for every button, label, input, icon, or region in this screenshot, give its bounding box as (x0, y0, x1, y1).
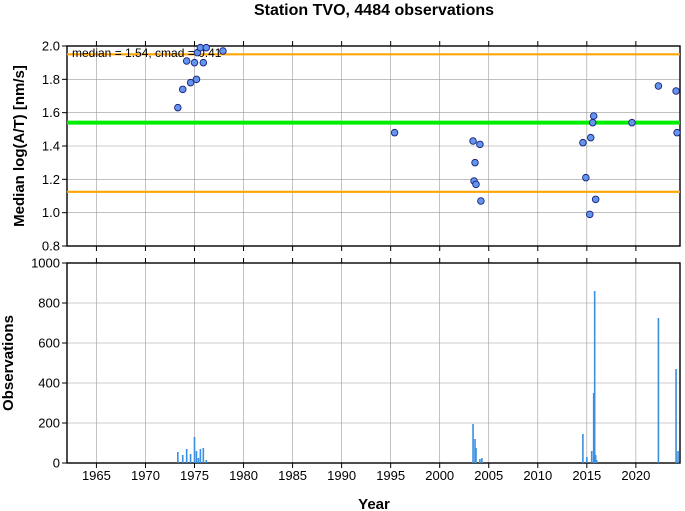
data-point (628, 118, 636, 127)
bottom-plot-frame (66, 262, 681, 464)
x-axis-label: Year (358, 496, 390, 511)
top-y-tick-label: 2.0 (42, 39, 60, 54)
data-point (476, 140, 484, 149)
data-point (174, 103, 182, 112)
data-point (582, 173, 590, 182)
observation-bar (181, 455, 184, 463)
x-tick-label: 1985 (278, 468, 307, 483)
top-y-tick-label: 1.6 (42, 105, 60, 120)
observation-bar (474, 439, 476, 463)
x-tick-label: 2015 (572, 468, 601, 483)
data-point (654, 82, 663, 90)
data-point (182, 57, 191, 65)
data-point (589, 112, 598, 120)
x-tick-label: 2000 (425, 468, 454, 483)
bottom-y-tick-label: 1000 (31, 256, 60, 271)
data-point (477, 197, 485, 205)
data-point (190, 58, 199, 67)
observation-bar (193, 437, 196, 463)
data-point (579, 138, 587, 147)
data-point (178, 85, 187, 94)
data-point (469, 137, 477, 145)
observation-bar (472, 424, 474, 463)
data-point (202, 43, 211, 52)
stats-annotation: median = 1.54, cmad = 0.41 (72, 46, 222, 60)
observation-bar (185, 449, 188, 463)
observation-bar (675, 369, 677, 463)
observation-bar (479, 459, 481, 463)
observation-bar (195, 451, 198, 463)
chart-title: Station TVO, 4484 observations (254, 2, 494, 19)
data-point (390, 128, 399, 137)
x-tick-label: 1965 (82, 468, 111, 483)
data-point (471, 158, 479, 167)
data-point (186, 78, 195, 87)
observation-bar (595, 460, 598, 463)
observation-bar (189, 454, 192, 463)
observation-bar (582, 434, 584, 463)
data-point (219, 47, 227, 55)
data-point (586, 133, 595, 142)
observation-bar (205, 460, 208, 463)
bottom-y-axis-label: Observations (0, 315, 17, 411)
observation-bar (197, 458, 200, 463)
observation-bar (594, 455, 597, 463)
observation-bar (586, 457, 588, 463)
data-point (199, 58, 208, 67)
x-tick-label: 2020 (621, 468, 650, 483)
observation-bar (593, 291, 596, 463)
bottom-y-tick-label: 800 (38, 296, 60, 311)
observation-bar (590, 451, 593, 463)
data-point (672, 87, 680, 95)
x-tick-label: 1970 (131, 468, 160, 483)
data-point (586, 210, 594, 219)
observation-bar (475, 448, 477, 463)
observation-bar (481, 458, 483, 463)
top-y-tick-label: 0.8 (42, 239, 60, 254)
x-tick-label: 1995 (376, 468, 405, 483)
top-panel: 0.8 1.0 1.2 1.4 1.6 1.8 2.0 median = 1.54, cmad… (42, 39, 681, 254)
x-tick-label: 1975 (180, 468, 209, 483)
bottom-y-tick-label: 600 (38, 336, 60, 351)
x-tick-label: 2005 (474, 468, 503, 483)
observation-bar (657, 318, 660, 463)
top-y-tick-label: 1.2 (42, 172, 60, 187)
bottom-y-tick-label: 400 (38, 376, 60, 391)
x-tick-label: 2010 (523, 468, 552, 483)
observation-bar (202, 448, 205, 463)
top-y-tick-label: 1.8 (42, 72, 60, 87)
x-tick-label: 1990 (327, 468, 356, 483)
top-y-axis-label: Median log(A/T) [nm/s] (11, 65, 28, 227)
top-y-tick-label: 1.4 (42, 139, 60, 154)
observation-bar (592, 393, 595, 463)
x-tick-label: 1980 (229, 468, 258, 483)
data-point (192, 75, 201, 84)
bottom-panel: 0 200 400 600 800 1000 1965 1970 1975 1980 1985 199… (31, 256, 681, 483)
bottom-y-tick-label: 200 (38, 416, 60, 431)
observation-bar (199, 449, 202, 463)
data-point (673, 128, 681, 137)
observation-bar (177, 452, 179, 463)
top-y-tick-label: 1.0 (42, 205, 60, 220)
data-point (588, 118, 597, 127)
bottom-y-tick-label: 0 (53, 456, 60, 471)
observation-bar (677, 451, 679, 463)
data-point (591, 195, 600, 204)
data-point (472, 180, 480, 189)
